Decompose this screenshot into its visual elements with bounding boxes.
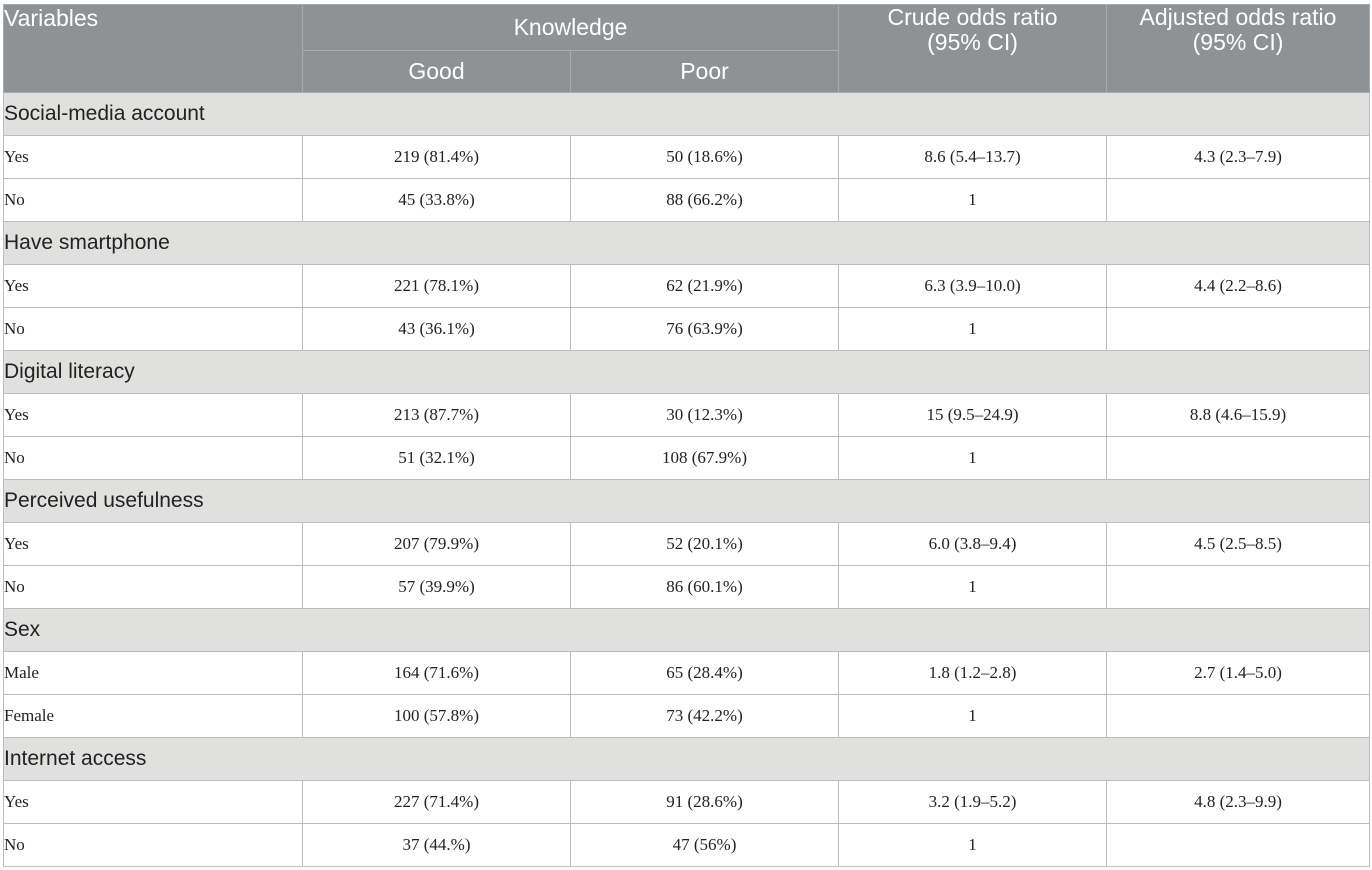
table-row: Female 100 (57.8%) 73 (42.2%) 1 — [3, 694, 1370, 738]
group-name: Have smartphone — [3, 221, 1370, 265]
cell-good: 221 (78.1%) — [302, 264, 571, 308]
cell-crude-or: 1 — [838, 178, 1107, 222]
row-label: Male — [3, 651, 303, 695]
cell-crude-or: 1 — [838, 565, 1107, 609]
header-adjusted-line2: (95% CI) — [1192, 29, 1284, 55]
cell-poor: 108 (67.9%) — [570, 436, 839, 480]
row-label: No — [3, 178, 303, 222]
group-name: Perceived usefulness — [3, 479, 1370, 523]
cell-good: 213 (87.7%) — [302, 393, 571, 437]
header-variables: Variables — [3, 4, 303, 93]
table-row: No 45 (33.8%) 88 (66.2%) 1 — [3, 178, 1370, 222]
cell-adjusted-or: 8.8 (4.6–15.9) — [1106, 393, 1370, 437]
cell-adjusted-or — [1106, 823, 1370, 867]
row-label: Yes — [3, 393, 303, 437]
row-label: Yes — [3, 522, 303, 566]
row-label: No — [3, 565, 303, 609]
group-row: Digital literacy — [3, 350, 1370, 394]
cell-crude-or: 1 — [838, 436, 1107, 480]
cell-poor: 62 (21.9%) — [570, 264, 839, 308]
table-row: Male 164 (71.6%) 65 (28.4%) 1.8 (1.2–2.8) 2.… — [3, 651, 1370, 695]
table-row: Yes 221 (78.1%) 62 (21.9%) 6.3 (3.9–10.0) 4.… — [3, 264, 1370, 308]
table-row: No 57 (39.9%) 86 (60.1%) 1 — [3, 565, 1370, 609]
cell-adjusted-or — [1106, 694, 1370, 738]
cell-good: 164 (71.6%) — [302, 651, 571, 695]
cell-poor: 47 (56%) — [570, 823, 839, 867]
table-row: No 37 (44.%) 47 (56%) 1 — [3, 823, 1370, 867]
cell-adjusted-or — [1106, 436, 1370, 480]
row-label: No — [3, 823, 303, 867]
cell-poor: 86 (60.1%) — [570, 565, 839, 609]
cell-good: 57 (39.9%) — [302, 565, 571, 609]
cell-good: 207 (79.9%) — [302, 522, 571, 566]
cell-crude-or: 3.2 (1.9–5.2) — [838, 780, 1107, 824]
table-row: No 51 (32.1%) 108 (67.9%) 1 — [3, 436, 1370, 480]
header-adjusted-line1: Adjusted odds ratio — [1139, 4, 1337, 30]
row-label: Yes — [3, 264, 303, 308]
row-label: No — [3, 436, 303, 480]
group-row: Internet access — [3, 737, 1370, 781]
table-row: No 43 (36.1%) 76 (63.9%) 1 — [3, 307, 1370, 351]
header-crude-line1: Crude odds ratio — [887, 4, 1058, 30]
cell-poor: 52 (20.1%) — [570, 522, 839, 566]
cell-poor: 65 (28.4%) — [570, 651, 839, 695]
cell-crude-or: 1 — [838, 694, 1107, 738]
header-adjusted-odds-ratio: Adjusted odds ratio (95% CI) — [1106, 4, 1370, 93]
odds-ratio-table: Variables Knowledge Crude odds ratio (95%… — [3, 4, 1370, 867]
cell-adjusted-or: 4.3 (2.3–7.9) — [1106, 135, 1370, 179]
header-crude-line2: (95% CI) — [927, 29, 1018, 55]
cell-good: 219 (81.4%) — [302, 135, 571, 179]
group-name: Internet access — [3, 737, 1370, 781]
table-row: Yes 219 (81.4%) 50 (18.6%) 8.6 (5.4–13.7) 4.… — [3, 135, 1370, 179]
table-body: Social-media account Yes 219 (81.4%) 50 (18… — [3, 92, 1370, 867]
cell-poor: 73 (42.2%) — [570, 694, 839, 738]
row-label: No — [3, 307, 303, 351]
header-knowledge: Knowledge — [302, 4, 839, 51]
row-label: Female — [3, 694, 303, 738]
cell-crude-or: 8.6 (5.4–13.7) — [838, 135, 1107, 179]
cell-poor: 76 (63.9%) — [570, 307, 839, 351]
cell-poor: 88 (66.2%) — [570, 178, 839, 222]
row-label: Yes — [3, 780, 303, 824]
cell-crude-or: 1 — [838, 307, 1107, 351]
group-row: Sex — [3, 608, 1370, 652]
table-row: Yes 213 (87.7%) 30 (12.3%) 15 (9.5–24.9) 8.8… — [3, 393, 1370, 437]
cell-good: 37 (44.%) — [302, 823, 571, 867]
header-poor: Poor — [570, 50, 839, 93]
table-header: Variables Knowledge Crude odds ratio (95%… — [3, 4, 1370, 93]
cell-crude-or: 15 (9.5–24.9) — [838, 393, 1107, 437]
cell-good: 51 (32.1%) — [302, 436, 571, 480]
cell-good: 227 (71.4%) — [302, 780, 571, 824]
cell-adjusted-or — [1106, 178, 1370, 222]
cell-poor: 91 (28.6%) — [570, 780, 839, 824]
cell-adjusted-or: 4.5 (2.5–8.5) — [1106, 522, 1370, 566]
group-name: Digital literacy — [3, 350, 1370, 394]
row-label: Yes — [3, 135, 303, 179]
group-row: Perceived usefulness — [3, 479, 1370, 523]
cell-crude-or: 1.8 (1.2–2.8) — [838, 651, 1107, 695]
table-row: Yes 207 (79.9%) 52 (20.1%) 6.0 (3.8–9.4) 4.5… — [3, 522, 1370, 566]
cell-good: 45 (33.8%) — [302, 178, 571, 222]
cell-adjusted-or — [1106, 565, 1370, 609]
cell-good: 43 (36.1%) — [302, 307, 571, 351]
cell-poor: 30 (12.3%) — [570, 393, 839, 437]
cell-adjusted-or: 4.4 (2.2–8.6) — [1106, 264, 1370, 308]
header-crude-odds-ratio: Crude odds ratio (95% CI) — [838, 4, 1107, 93]
cell-good: 100 (57.8%) — [302, 694, 571, 738]
cell-adjusted-or: 2.7 (1.4–5.0) — [1106, 651, 1370, 695]
group-row: Have smartphone — [3, 221, 1370, 265]
cell-adjusted-or — [1106, 307, 1370, 351]
cell-crude-or: 1 — [838, 823, 1107, 867]
group-row: Social-media account — [3, 92, 1370, 136]
cell-poor: 50 (18.6%) — [570, 135, 839, 179]
header-good: Good — [302, 50, 571, 93]
table-row: Yes 227 (71.4%) 91 (28.6%) 3.2 (1.9–5.2) 4.8… — [3, 780, 1370, 824]
group-name: Social-media account — [3, 92, 1370, 136]
cell-crude-or: 6.3 (3.9–10.0) — [838, 264, 1107, 308]
cell-crude-or: 6.0 (3.8–9.4) — [838, 522, 1107, 566]
cell-adjusted-or: 4.8 (2.3–9.9) — [1106, 780, 1370, 824]
group-name: Sex — [3, 608, 1370, 652]
